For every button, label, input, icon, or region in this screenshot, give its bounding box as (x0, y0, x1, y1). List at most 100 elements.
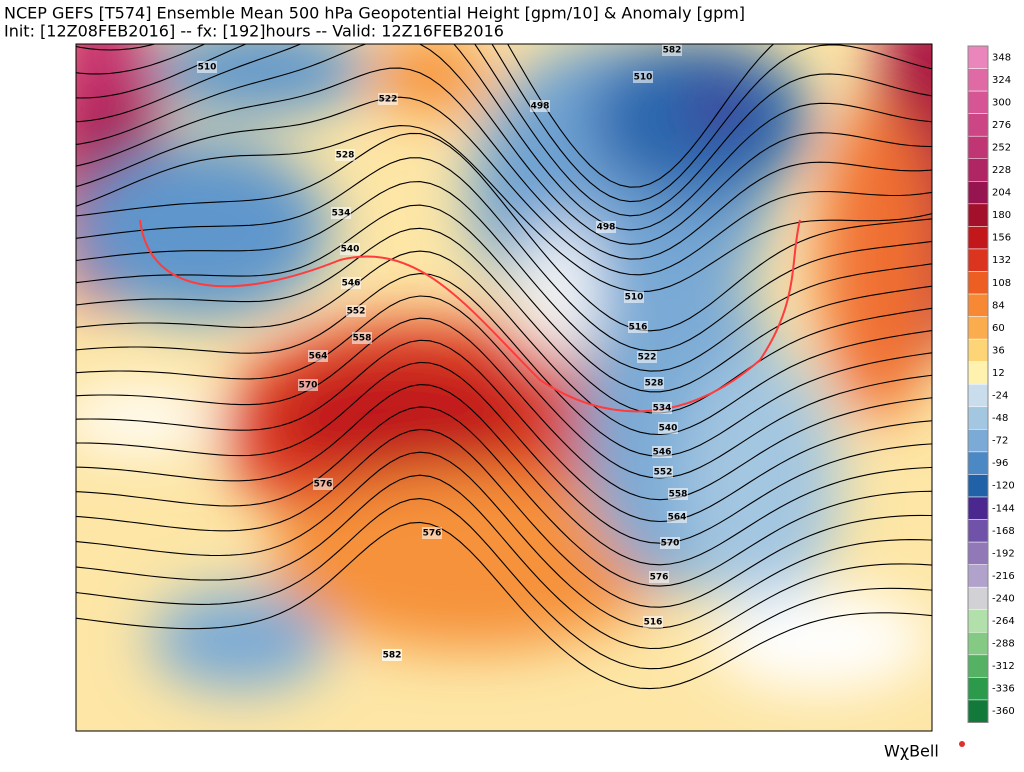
contour-label: 576 (423, 529, 442, 539)
contour-line (76, 44, 932, 231)
contour-label: 522 (638, 353, 657, 363)
colorbar-label: -96 (992, 458, 1008, 469)
contour-label: 570 (661, 539, 680, 549)
colorbar-swatch (967, 451, 989, 475)
colorbar-label: 324 (992, 75, 1011, 86)
contour-label: 558 (669, 490, 688, 500)
contour-label: 582 (663, 46, 682, 56)
colorbar-label: 60 (992, 323, 1005, 334)
colorbar-label: 84 (992, 300, 1005, 311)
contour-label: 576 (314, 480, 333, 490)
contour-line (76, 295, 932, 479)
colorbar-swatch (967, 45, 989, 69)
contour-label-bg (658, 422, 678, 434)
logo: WχBell (884, 742, 939, 761)
contour-line (76, 474, 932, 650)
colorbar-swatch (967, 496, 989, 520)
colorbar-swatch (967, 271, 989, 295)
contour-label-bg (308, 350, 328, 362)
colorbar-swatch (967, 248, 989, 272)
contour-line (76, 521, 932, 690)
colorbar-label: -144 (992, 503, 1015, 514)
contour-label-bg (530, 100, 550, 112)
contour-label-bg (662, 44, 682, 56)
contour-label: 510 (634, 73, 653, 83)
colorbar-label: -264 (992, 616, 1015, 627)
colorbar-swatch (967, 519, 989, 543)
colorbar-swatch (967, 203, 989, 227)
contour-label: 528 (645, 379, 664, 389)
contour-label-bg (649, 571, 669, 583)
contour-line (76, 384, 932, 566)
colorbar-swatch (967, 429, 989, 453)
colorbar-swatch (967, 654, 989, 678)
colorbar-swatch (967, 338, 989, 362)
contour-label: 522 (379, 95, 398, 105)
contour-label-bg (596, 221, 616, 233)
contour-label: 516 (629, 323, 648, 333)
contour-label: 498 (597, 223, 616, 233)
map: 510 522 528 534 540 546 552 558 564 570 576 576 582 5… (76, 44, 932, 731)
colorbar-label: -288 (992, 639, 1015, 650)
contour-label: 552 (654, 468, 673, 478)
colorbar-label: 348 (992, 52, 1011, 63)
contour-label: 534 (653, 404, 672, 414)
colorbar-label: 228 (992, 165, 1011, 176)
contour-label: 510 (625, 293, 644, 303)
contour-label: 534 (332, 209, 351, 219)
colorbar-swatch (967, 632, 989, 656)
contour-label-bg (313, 478, 333, 490)
logo-dot (959, 741, 965, 747)
contour-label-bg (644, 377, 664, 389)
contour-line (76, 406, 932, 587)
colorbar-label: -360 (992, 706, 1015, 717)
contour-label-bg (197, 61, 217, 73)
contour-label: 564 (309, 352, 328, 362)
contour-line (76, 44, 932, 217)
colorbar-swatch (967, 384, 989, 408)
contour-line (76, 96, 932, 276)
contour-label: 516 (644, 618, 663, 628)
frame (75, 43, 933, 732)
contour-label: 552 (347, 307, 366, 317)
colorbar-label: 300 (992, 97, 1011, 108)
contour-label-bg (331, 207, 351, 219)
colorbar-swatch (967, 316, 989, 340)
contour-line (76, 428, 932, 608)
contour-label-bg (382, 649, 402, 661)
colorbar-label: -336 (992, 684, 1015, 695)
colorbar-swatch (967, 564, 989, 588)
contour-label-bg (341, 277, 361, 289)
contour-line (76, 339, 932, 523)
contour-label-bg (660, 537, 680, 549)
title: NCEP GEFS [T574] Ensemble Mean 500 hPa G… (4, 4, 745, 23)
contour-label: 564 (668, 513, 687, 523)
contour-label-bg (652, 402, 672, 414)
colorbar-label: -72 (992, 436, 1008, 447)
colorbar-label: 12 (992, 368, 1005, 379)
contour-label-bg (422, 527, 442, 539)
contour-line (76, 273, 932, 457)
contour-label-bg (352, 332, 372, 344)
colorbar-swatch (967, 699, 989, 723)
colorbar-label: -312 (992, 661, 1015, 672)
contour-label-bg (653, 466, 673, 478)
contour-line (76, 227, 932, 414)
contour-label-bg (652, 446, 672, 458)
contour-label: 582 (383, 651, 402, 661)
contour-label-bg (628, 321, 648, 333)
colorbar-swatch (967, 474, 989, 498)
contour-line (76, 67, 932, 260)
colorbar-swatch (967, 586, 989, 611)
colorbar-label: -216 (992, 571, 1015, 582)
contour-label: 558 (353, 334, 372, 344)
contour-line (76, 361, 932, 544)
contour-label: 540 (341, 245, 360, 255)
colorbar-swatch (967, 293, 989, 317)
colorbar-label: 276 (992, 120, 1011, 131)
contour-label-bg (378, 93, 398, 105)
contour-label: 546 (342, 279, 361, 289)
contour-line (76, 132, 932, 332)
contour-line (76, 181, 932, 372)
contour-label-bg (637, 351, 657, 363)
